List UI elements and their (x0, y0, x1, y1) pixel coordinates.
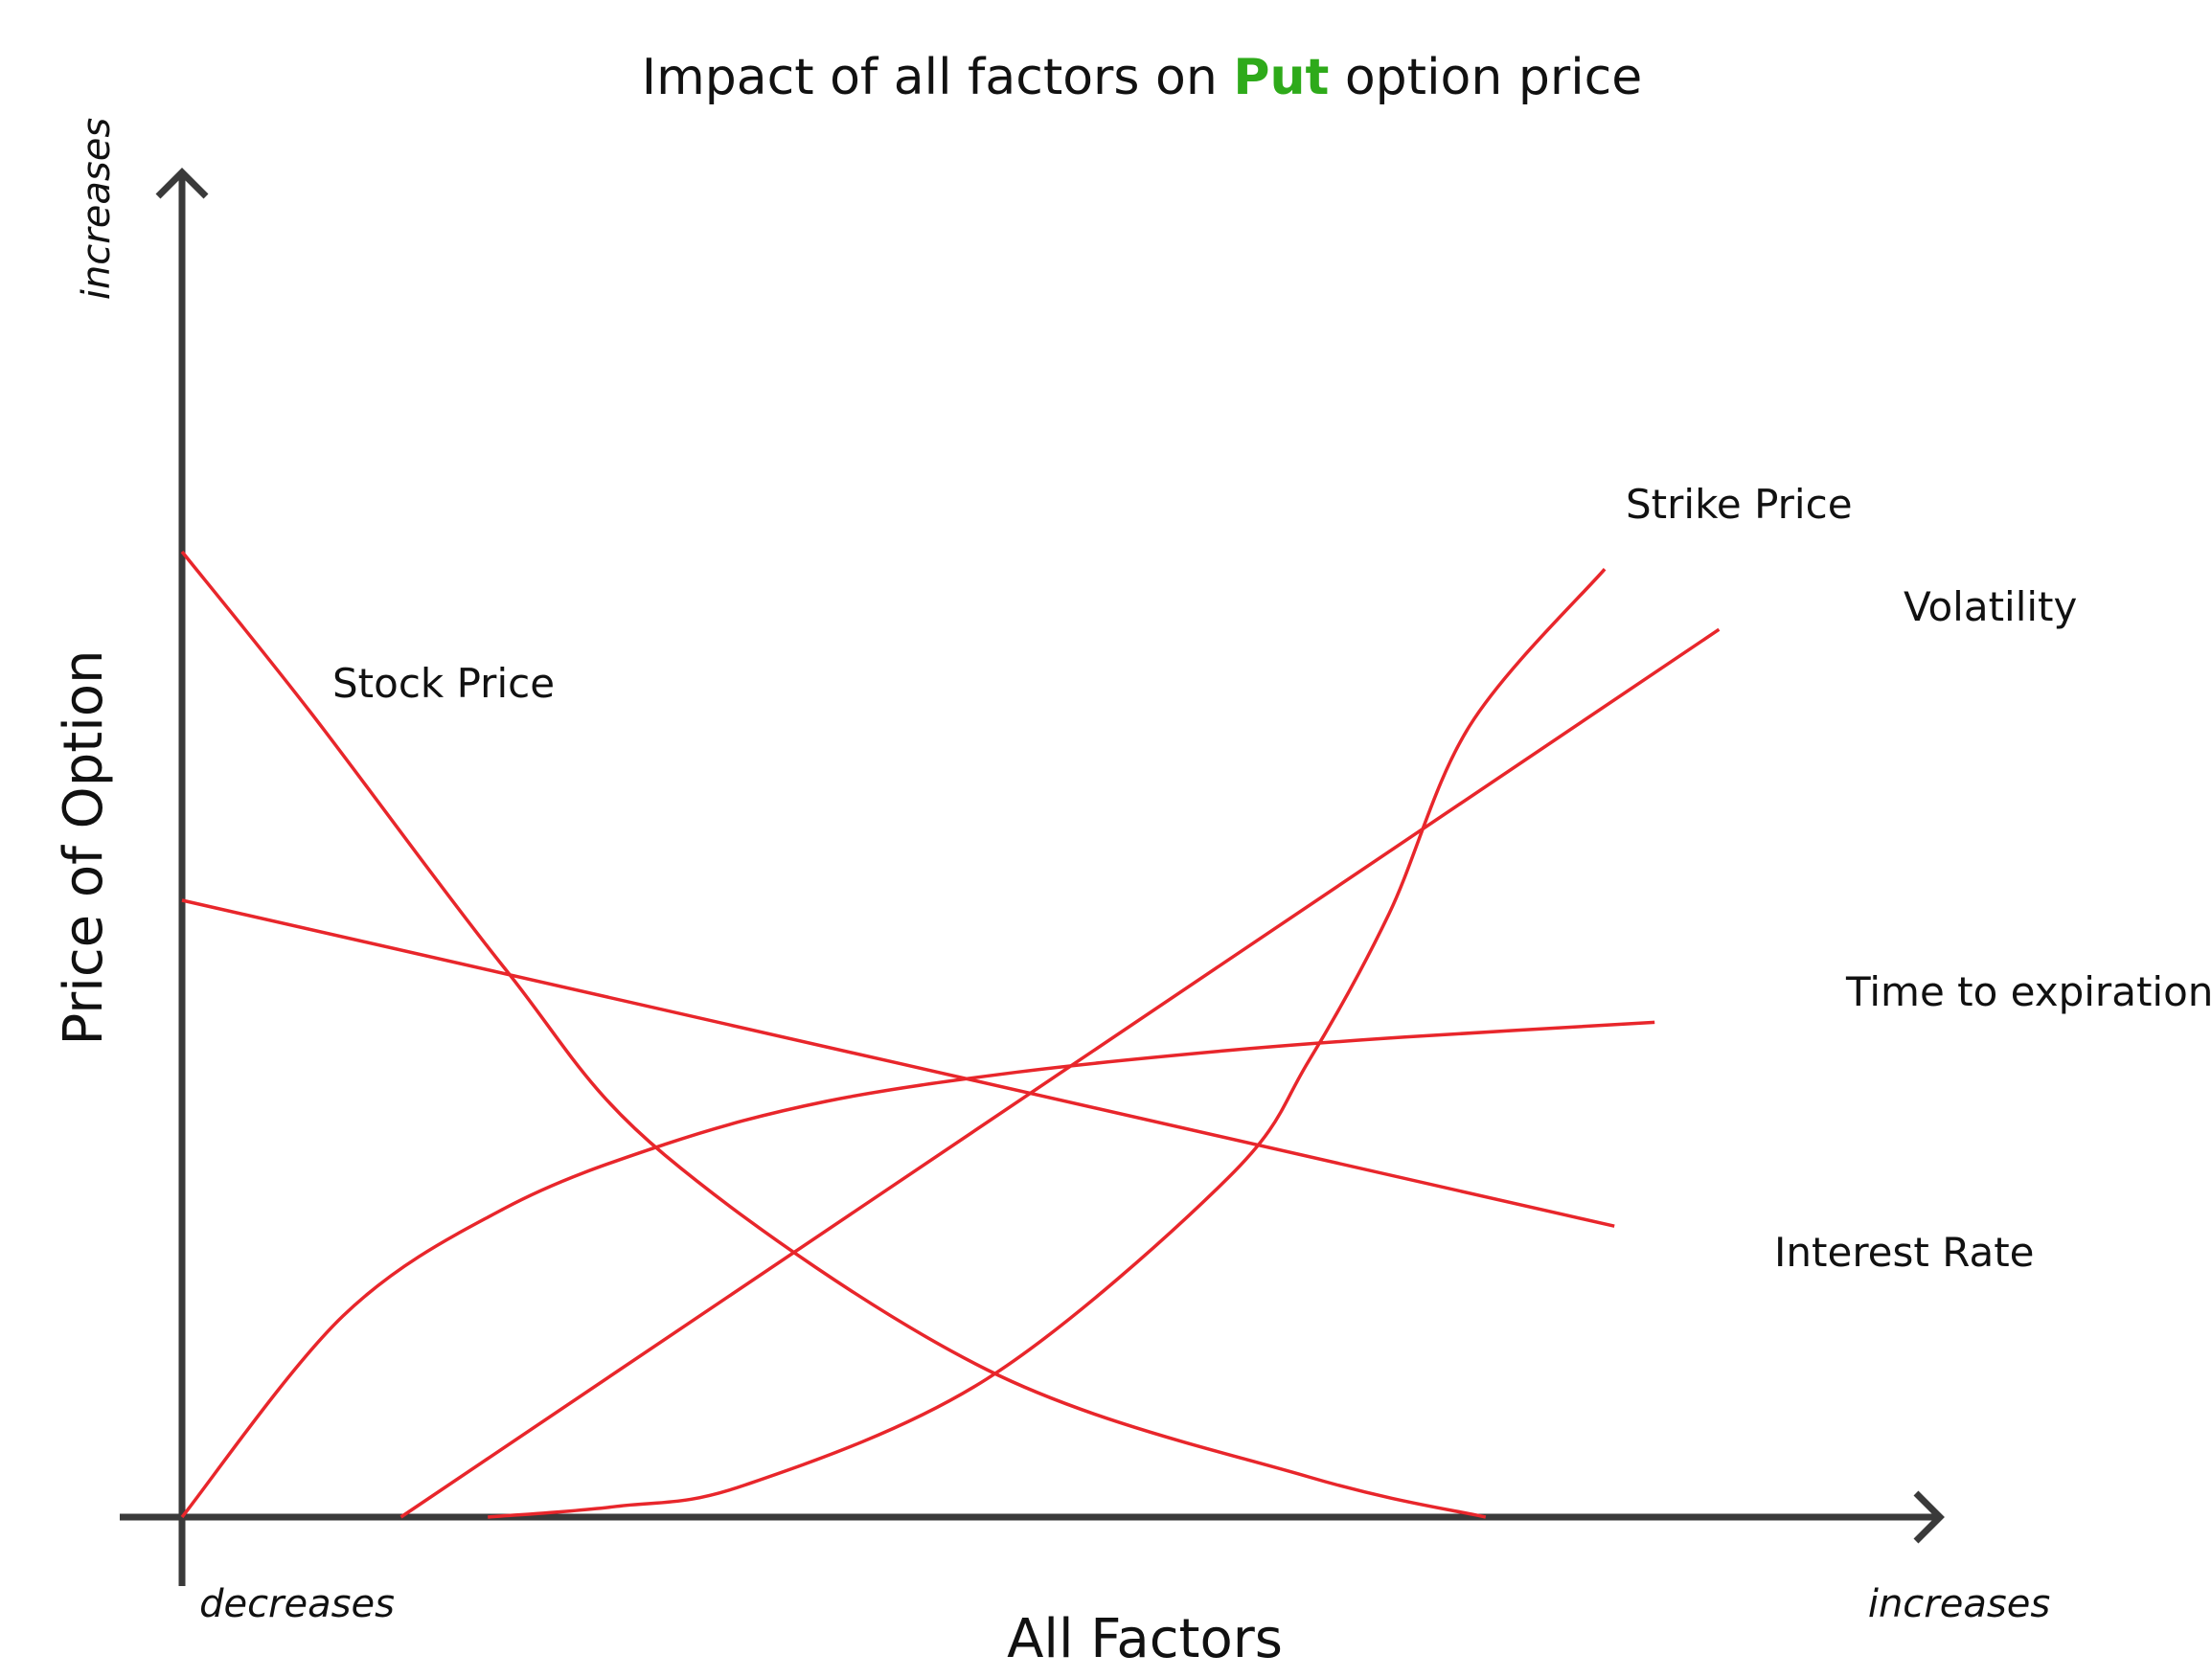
series-line-strike-price (488, 568, 1607, 1519)
x-axis-start-label: decreases (199, 1582, 395, 1626)
title-suffix: option price (1329, 49, 1642, 106)
series-line-stock-price (180, 550, 1487, 1519)
y-axis-end-label: increases (75, 118, 119, 300)
series-label-strike-price: Strike Price (1626, 481, 1853, 528)
series-line-time-to-expiration (180, 1020, 1655, 1519)
y-axis-title: Price of Option (53, 649, 115, 1045)
x-axis-title: All Factors (1007, 1608, 1283, 1670)
title-highlight: Put (1233, 49, 1329, 106)
series-line-interest-rate (181, 898, 1615, 1228)
axes (120, 168, 1945, 1586)
series-label-volatility: Volatility (1904, 583, 2077, 630)
chart-title: Impact of all factors on Put option pric… (642, 49, 1642, 106)
x-axis-arrowhead (1913, 1490, 1945, 1544)
series-label-stock-price: Stock Price (332, 660, 555, 707)
series-lines (180, 550, 1721, 1519)
series-line-volatility (399, 627, 1721, 1519)
y-axis-arrowhead (155, 168, 209, 199)
x-axis-end-label: increases (1868, 1582, 2050, 1626)
title-prefix: Impact of all factors on (642, 49, 1234, 106)
series-label-time-to-expiration: Time to expiration (1845, 968, 2212, 1015)
series-label-interest-rate: Interest Rate (1774, 1229, 2035, 1276)
